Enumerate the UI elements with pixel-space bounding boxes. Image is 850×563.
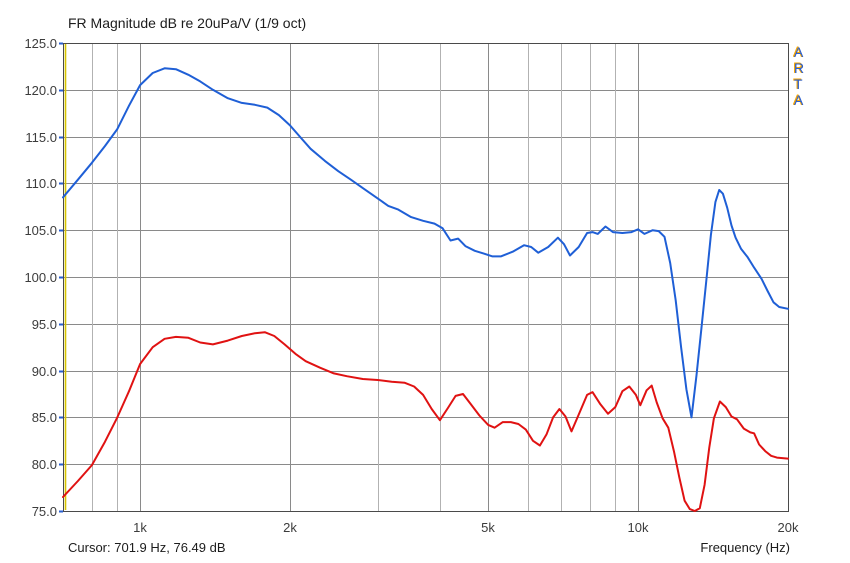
x-tick-label: 10k (627, 520, 649, 535)
arta-logo-letter: A (794, 44, 804, 60)
frequency-axis-label: Frequency (Hz) (700, 540, 790, 555)
y-tick-label: 75.0 (31, 504, 57, 519)
y-tick-label: 80.0 (31, 457, 57, 472)
y-tick-label: 95.0 (31, 317, 57, 332)
chart-title: FR Magnitude dB re 20uPa/V (1/9 oct) (68, 15, 307, 31)
arta-logo-letter: T (794, 76, 803, 92)
y-tick-label: 120.0 (24, 83, 57, 98)
y-tick-label: 85.0 (31, 410, 57, 425)
y-tick-label: 110.0 (25, 176, 57, 191)
arta-logo-letter: A (794, 92, 804, 108)
curve-upper-response (62, 67, 789, 419)
cursor-readout: Cursor: 701.9 Hz, 76.49 dB (68, 540, 226, 555)
x-tick-label: 1k (133, 520, 147, 535)
x-tick-label: 5k (481, 520, 495, 535)
plot-frame (63, 43, 789, 512)
x-tick-label: 2k (283, 520, 297, 535)
arta-logo: A R T A (794, 44, 804, 108)
y-tick-label: 90.0 (31, 364, 57, 379)
arta-logo-letter: R (794, 60, 805, 76)
y-tick-label: 115.0 (25, 130, 57, 145)
curve-lower-response (62, 331, 789, 512)
y-tick-label: 105.0 (24, 223, 57, 238)
x-tick-label: 20k (777, 520, 799, 535)
y-tick-label: 100.0 (24, 270, 57, 285)
y-tick-label: 125.0 (24, 36, 57, 51)
